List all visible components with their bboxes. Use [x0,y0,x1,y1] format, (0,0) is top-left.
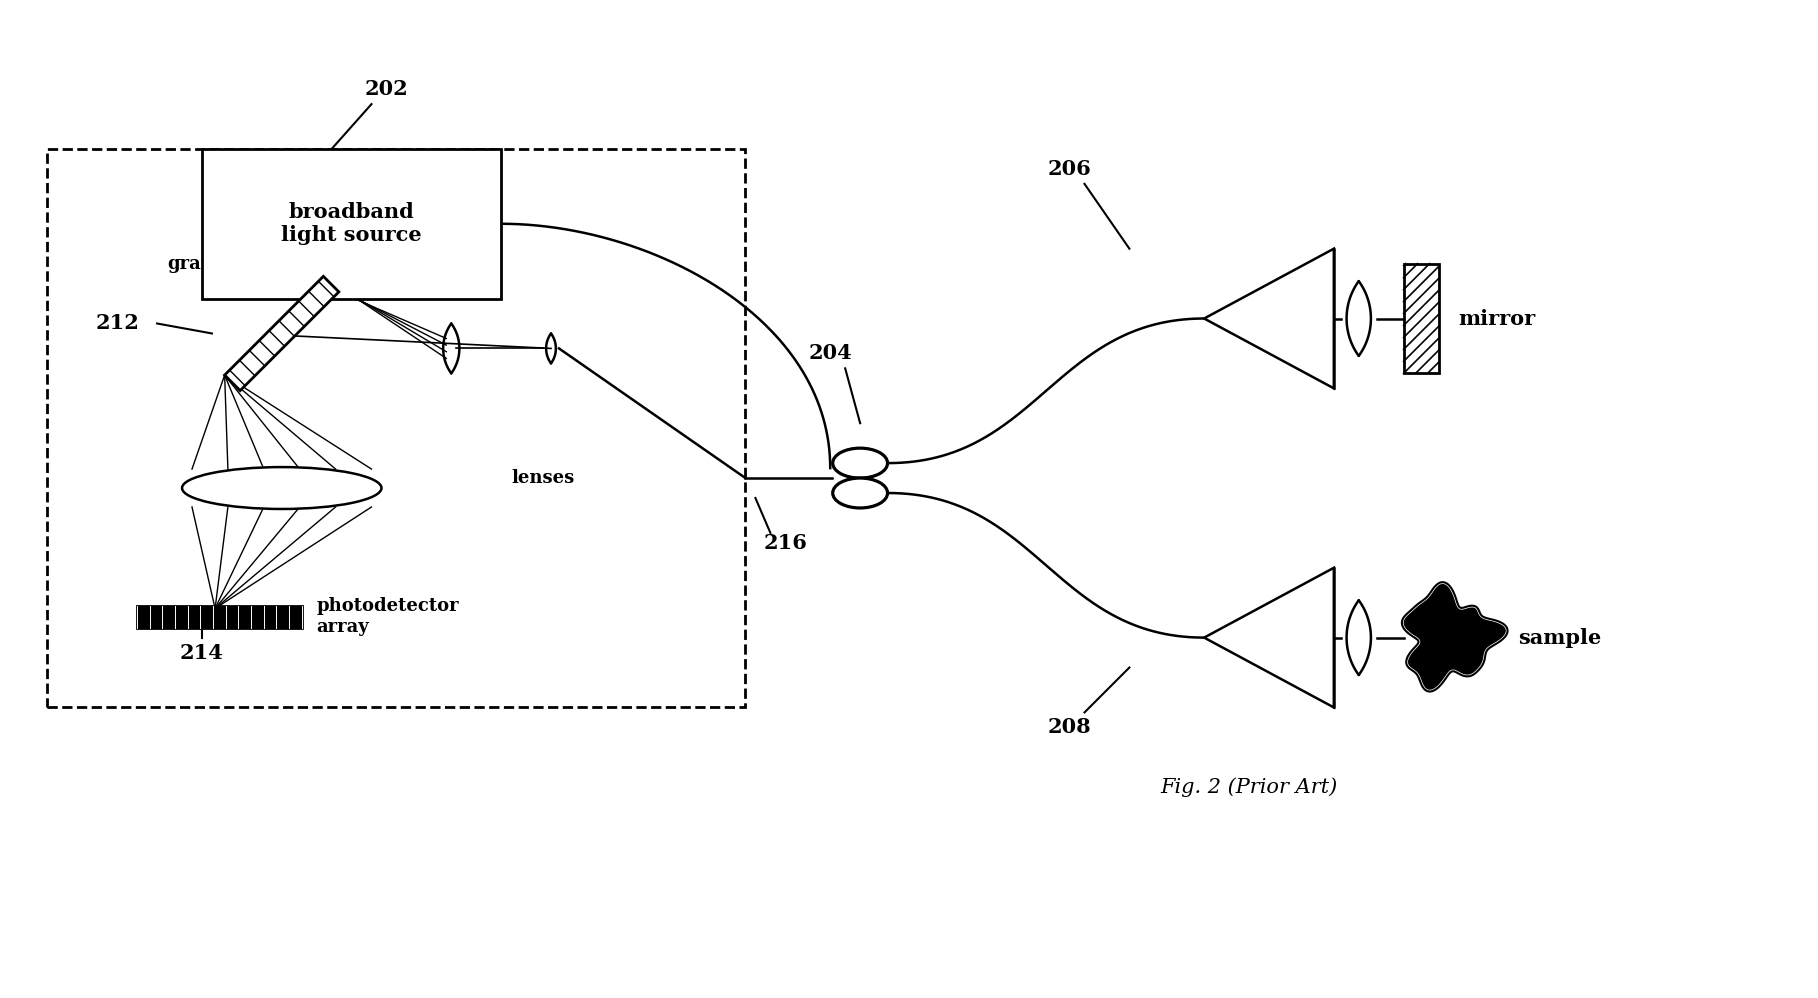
Ellipse shape [182,467,382,509]
Text: sample: sample [1518,628,1602,648]
Text: 206: 206 [1047,159,1091,179]
Text: 204: 204 [809,343,853,363]
Text: 212: 212 [95,313,140,333]
Text: Fig. 2 (Prior Art): Fig. 2 (Prior Art) [1160,777,1338,797]
Text: mirror: mirror [1458,308,1536,328]
Ellipse shape [833,478,887,508]
Bar [47,149,745,708]
Bar [1403,263,1438,373]
Polygon shape [1398,578,1513,696]
Text: photodetector
array: photodetector array [316,597,460,636]
Text: 214: 214 [180,643,224,663]
Text: broadband
light source: broadband light source [282,203,422,246]
Ellipse shape [833,448,887,478]
Text: lenses: lenses [511,469,574,487]
Bar [202,149,502,298]
Polygon shape [225,276,338,390]
Text: 216: 216 [764,533,807,553]
Bar [136,606,302,628]
Polygon shape [1402,582,1507,692]
Text: 202: 202 [365,79,409,99]
Text: 208: 208 [1047,718,1091,738]
Text: grating: grating [167,254,242,272]
